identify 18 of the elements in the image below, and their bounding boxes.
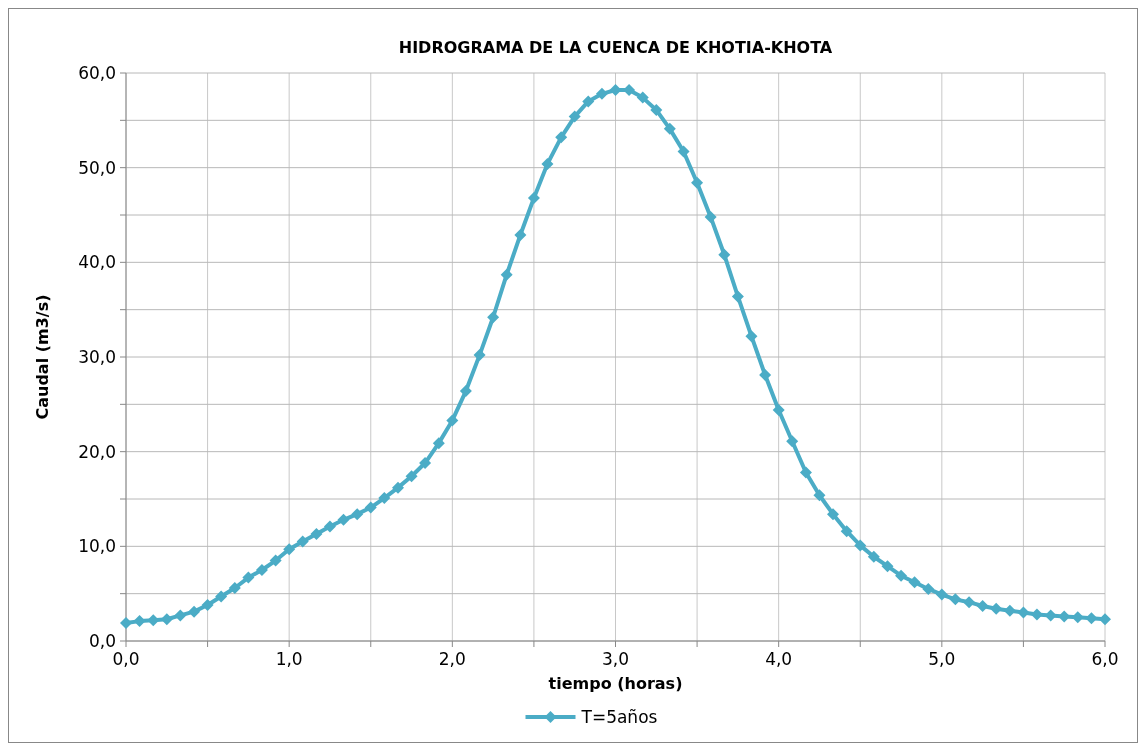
x-tick-label: 2,0 xyxy=(438,649,466,669)
y-tick-label: 20,0 xyxy=(78,441,116,462)
x-tick-label: 1,0 xyxy=(275,649,303,669)
chart-title: HIDROGRAMA DE LA CUENCA DE KHOTIA-KHOTA xyxy=(398,38,833,57)
legend-label: T=5años xyxy=(580,706,658,727)
x-axis-title: tiempo (horas) xyxy=(548,674,683,693)
y-tick-label: 0,0 xyxy=(88,630,116,651)
y-tick-label: 60,0 xyxy=(78,62,116,83)
x-tick-label: 4,0 xyxy=(765,649,793,669)
y-tick-label: 50,0 xyxy=(78,157,116,178)
x-tick-label: 6,0 xyxy=(1091,649,1119,669)
x-tick-label: 5,0 xyxy=(928,649,956,669)
y-tick-label: 40,0 xyxy=(78,252,116,273)
x-tick-label: 0,0 xyxy=(112,649,140,669)
y-tick-label: 10,0 xyxy=(78,536,116,557)
x-tick-label: 3,0 xyxy=(601,649,630,669)
y-axis-title: Caudal (m3/s) xyxy=(33,294,52,420)
y-tick-label: 30,0 xyxy=(78,346,116,367)
